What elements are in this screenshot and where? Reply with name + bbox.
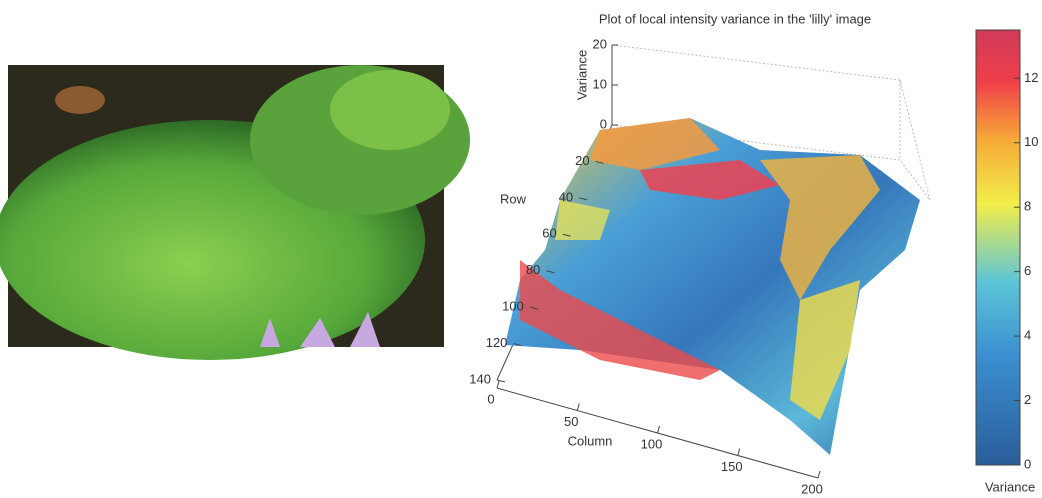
- z-axis-label: Variance: [574, 50, 589, 100]
- column-tick-label: 200: [801, 481, 823, 496]
- z-tick-label: 10: [593, 76, 607, 91]
- column-tick-label: 50: [564, 414, 578, 429]
- row-tick-label: 80: [526, 262, 540, 277]
- colorbar-label: Variance: [985, 479, 1035, 494]
- row-tick-label: 140: [469, 371, 491, 386]
- surface: [505, 118, 920, 455]
- chart-title: Plot of local intensity variance in the …: [599, 11, 871, 26]
- colorbar-tick-label: 6: [1024, 263, 1031, 278]
- z-tick-label: 20: [593, 36, 607, 51]
- z-tick-label: 0: [600, 116, 607, 131]
- row-tick-label: 60: [542, 226, 556, 241]
- colorbar: [976, 30, 1020, 465]
- column-tick-label: 150: [721, 459, 743, 474]
- column-tick-label: 100: [641, 436, 663, 451]
- row-tick-label: 120: [486, 335, 508, 350]
- row-tick-label: 100: [502, 299, 524, 314]
- colorbar-tick-label: 2: [1024, 392, 1031, 407]
- column-axis-label: Column: [568, 433, 613, 448]
- row-axis-label: Row: [500, 191, 527, 206]
- column-tick-label: 0: [487, 391, 494, 406]
- row-tick-label: 20: [575, 153, 589, 168]
- colorbar-tick-label: 0: [1024, 456, 1031, 471]
- photo: [0, 65, 470, 360]
- column-tick: [658, 426, 660, 433]
- row-tick: [497, 380, 505, 382]
- column-tick: [738, 449, 740, 456]
- colorbar-tick-label: 4: [1024, 328, 1031, 343]
- column-tick: [497, 381, 499, 388]
- row-tick-label: 40: [559, 189, 573, 204]
- column-tick: [577, 404, 579, 411]
- colorbar-tick-label: 8: [1024, 199, 1031, 214]
- colorbar-tick-label: 12: [1024, 70, 1038, 85]
- column-tick: [818, 471, 820, 478]
- colorbar-tick-label: 10: [1024, 134, 1038, 149]
- figure: Plot of local intensity variance in the …: [0, 0, 1042, 498]
